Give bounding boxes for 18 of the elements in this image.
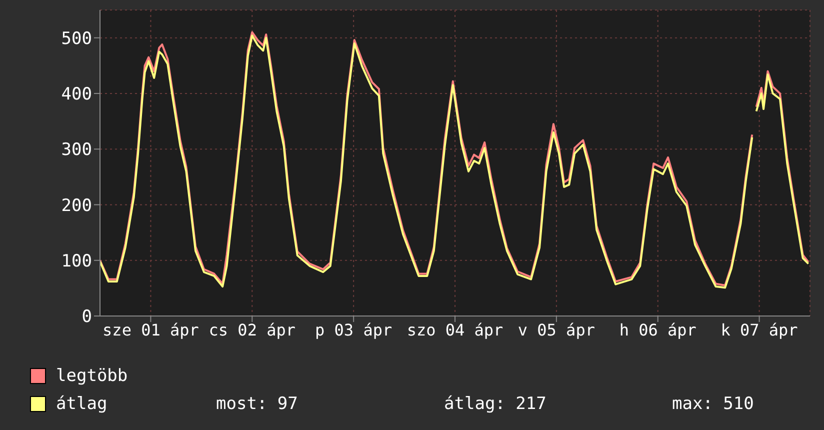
x-tick-label: h 06 ápr [619,320,697,340]
y-tick-label: 300 [61,140,92,160]
text: átlag: 217 [444,394,548,414]
x-tick-label: p 03 ápr [315,320,392,340]
y-tick-label: 200 [61,196,92,216]
x-tick-label: v 05 ápr [518,320,596,340]
y-tick-label: 0 [82,307,92,328]
text: most: 97 [216,394,299,414]
x-tick-label: szo 04 ápr [406,320,504,340]
legend-label: legtöbb [56,366,129,386]
x-tick-label: sze 01 ápr [102,320,200,340]
text: max: 510 [672,394,755,414]
legend-label: átlag [56,394,108,414]
y-tick-label: 100 [61,251,92,272]
x-tick-label: k 07 ápr [720,320,798,340]
y-tick-label: 400 [61,84,92,104]
y-tick-label: 500 [61,28,92,49]
x-tick-label: cs 02 ápr [208,320,296,340]
